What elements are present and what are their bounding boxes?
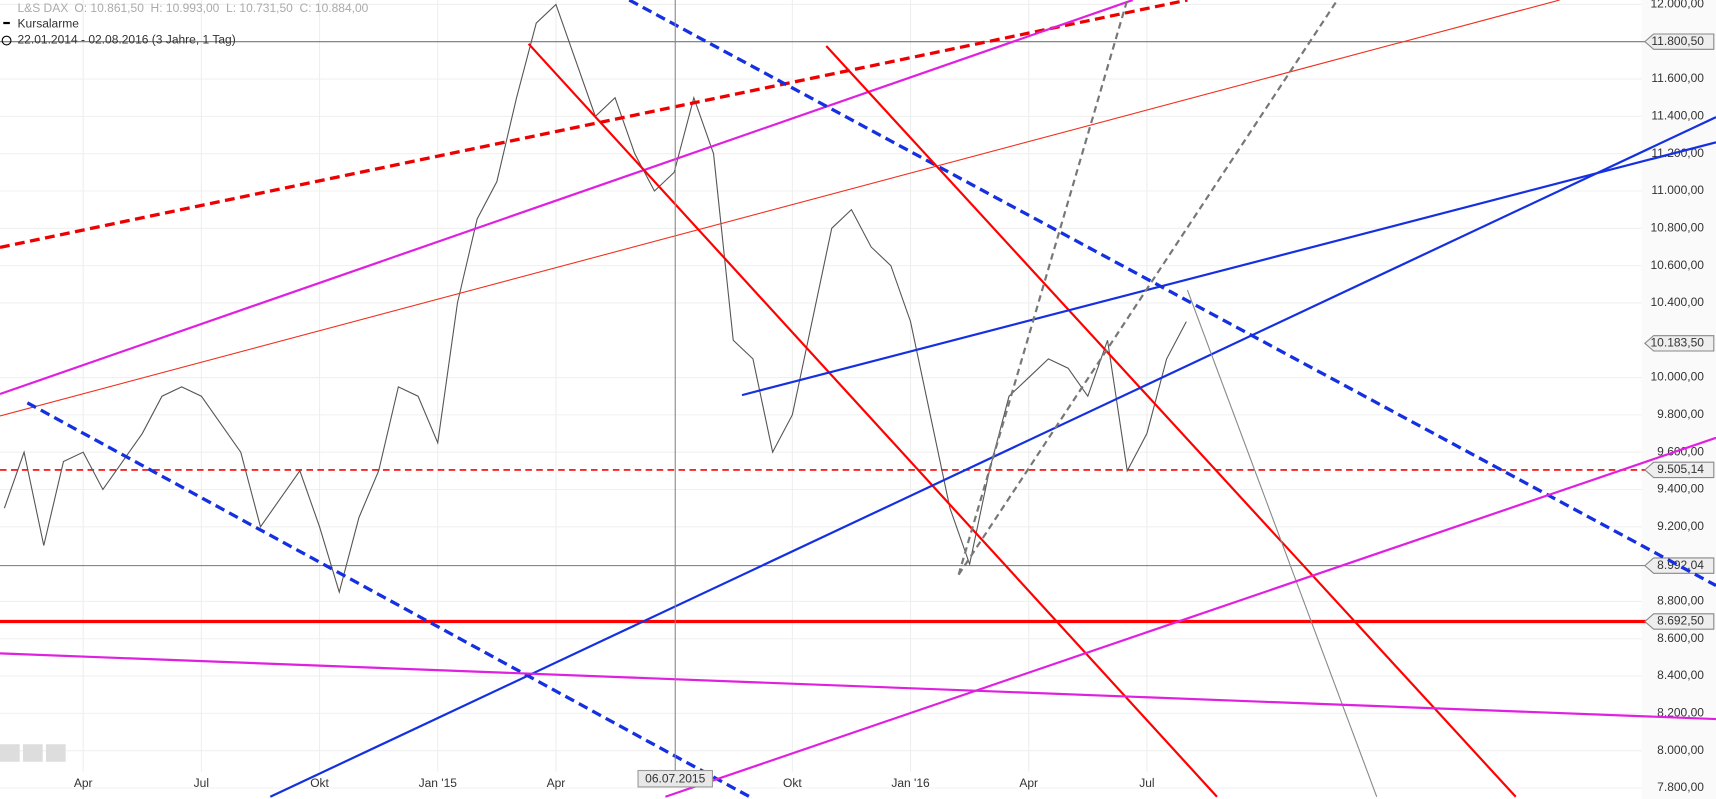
trendline — [0, 0, 1560, 417]
y-tick-label: 12.000,00 — [1650, 0, 1704, 11]
price-level-label: 11.800,50 — [1651, 34, 1704, 48]
trendline — [0, 652, 1716, 721]
tool-button[interactable] — [45, 744, 66, 762]
price-levels: 11.800,50 10.183,50 9.505,14 8.992,04 8.692,… — [0, 33, 1715, 630]
y-tick-label: 7.800,00 — [1657, 780, 1704, 794]
trendline — [0, 0, 1188, 249]
clock-icon — [1, 35, 12, 46]
y-tick-label: 8.000,00 — [1657, 743, 1704, 757]
y-tick-label: 8.800,00 — [1657, 594, 1704, 608]
trendline — [1186, 289, 1378, 797]
alarm-icon — [3, 21, 10, 25]
x-tick-label: Jan '16 — [891, 776, 930, 790]
x-axis: Apr Jul Okt Jan '15 Apr Okt Jan '16 Apr Jul — [74, 776, 1155, 790]
trendline — [26, 401, 751, 799]
trendline — [527, 43, 1218, 798]
axis-panel — [1641, 0, 1716, 799]
price-level-box — [1644, 461, 1715, 479]
y-tick-label: 11.400,00 — [1651, 109, 1704, 123]
y-tick-label: 11.000,00 — [1651, 183, 1704, 197]
price-level-label: 9.505,14 — [1657, 462, 1704, 476]
y-tick-label: 11.600,00 — [1651, 71, 1704, 85]
alarm-label: Kursalarme — [18, 16, 80, 30]
price-level-box — [1644, 613, 1715, 630]
y-tick-label: 10.600,00 — [1650, 258, 1704, 272]
x-tick-label: Okt — [783, 776, 802, 790]
y-tick-label: 10.000,00 — [1650, 370, 1704, 384]
trendline — [628, 0, 1716, 587]
price-line — [3, 3, 1187, 595]
ohlc: O: 10.861,50 H: 10.993,00 L: 10.731,50 C… — [74, 1, 368, 15]
trendline — [957, 0, 1129, 575]
y-tick-label: 9.800,00 — [1657, 407, 1704, 421]
y-tick-label: 8.400,00 — [1657, 668, 1704, 682]
price-level-box — [1644, 335, 1715, 352]
y-tick-label: 10.400,00 — [1650, 295, 1704, 309]
y-tick-label: 8.600,00 — [1657, 631, 1704, 645]
x-tick-label: Jan '15 — [419, 776, 458, 790]
price-level-label: 8.992,04 — [1657, 558, 1704, 572]
price-level-box — [1644, 33, 1715, 50]
x-tick-label: Okt — [310, 776, 329, 790]
trendline — [957, 0, 1339, 576]
x-tick-label: Apr — [74, 776, 93, 790]
period: 22.01.2014 - 02.08.2016 (3 Jahre, 1 Tag) — [18, 33, 236, 47]
x-tick-label: Apr — [1019, 776, 1038, 790]
trendline — [825, 45, 1517, 798]
price-level-box — [1644, 557, 1715, 574]
trendline — [665, 436, 1716, 798]
crosshair-label: 06.07.2015 — [645, 771, 705, 785]
y-tick-label: 9.400,00 — [1657, 482, 1704, 496]
y-tick-label: 10.800,00 — [1650, 220, 1704, 234]
crosshair-box — [637, 769, 713, 788]
x-tick-label: Apr — [547, 776, 566, 790]
y-tick-label: 8.200,00 — [1657, 706, 1704, 720]
x-tick-label: Jul — [194, 776, 209, 790]
toolbar[interactable] — [0, 744, 66, 762]
tool-button[interactable] — [0, 744, 20, 762]
instrument: L&S DAX — [18, 1, 69, 15]
x-tick-label: Jul — [1139, 776, 1154, 790]
y-tick-label: 9.200,00 — [1657, 519, 1704, 533]
trendline — [741, 141, 1716, 397]
price-level-label: 8.692,50 — [1657, 614, 1704, 628]
trendline — [0, 0, 1134, 396]
price-level-label: 10.183,50 — [1650, 335, 1704, 349]
tool-button[interactable] — [22, 744, 43, 762]
price-series — [3, 3, 1187, 595]
